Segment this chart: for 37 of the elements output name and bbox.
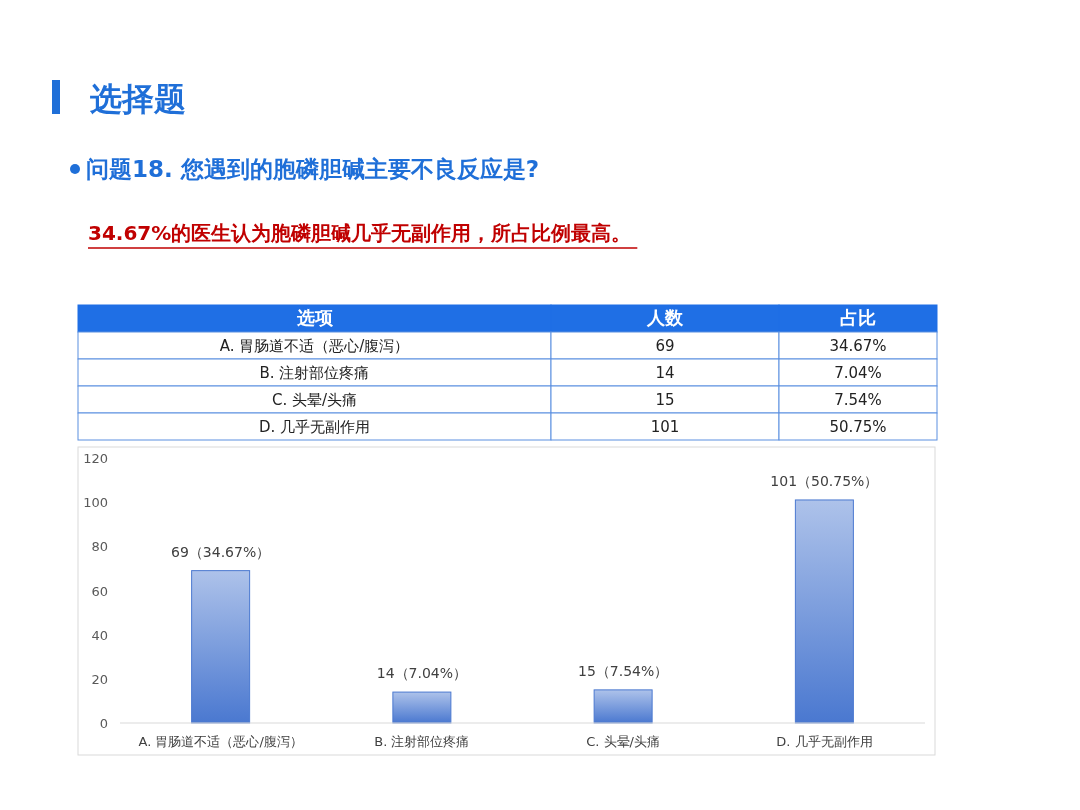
text: 15: [655, 391, 675, 409]
data-label: 14（7.04%）: [376, 665, 468, 682]
text: A. 胃肠道不适（恶心/腹泻）: [219, 337, 410, 355]
x-tick-label: C. 头晕/头痛: [586, 734, 660, 749]
x-tick-label: D. 几乎无副作用: [776, 734, 873, 749]
text: 问题18. 您遇到的胞磷胆碱主要不良反应是?: [86, 156, 540, 182]
text: 7.04%: [834, 364, 882, 382]
x-tick-label: B. 注射部位疼痛: [374, 734, 470, 749]
text: D. 几乎无副作用: [258, 418, 371, 436]
text: 人数: [646, 307, 684, 328]
data-label: 15（7.54%）: [577, 662, 669, 679]
text: 14: [655, 364, 675, 382]
y-tick-label: 20: [91, 671, 108, 687]
x-tick-label: A. 胃肠道不适（恶心/腹泻）: [138, 734, 303, 749]
bar: [593, 689, 653, 724]
text: 选择题: [89, 80, 186, 118]
text: C. 头晕/头痛: [271, 391, 358, 409]
text: 选项: [295, 307, 333, 328]
y-tick-label: 80: [91, 539, 108, 555]
y-tick-label: 100: [83, 495, 108, 511]
text: 34.67%的医生认为胞磷胆碱几乎无副作用，所占比例最高。: [88, 221, 632, 245]
data-label: 101（50.75%）: [770, 472, 879, 489]
y-tick-label: 60: [91, 583, 108, 599]
bar: [191, 570, 251, 724]
bar: [392, 691, 452, 724]
text: 101: [650, 418, 680, 436]
y-tick-label: 40: [91, 627, 108, 643]
text: B. 注射部位疼痛: [259, 364, 370, 382]
data-label: 69（34.67%）: [171, 543, 271, 560]
text: 50.75%: [829, 418, 887, 436]
text: 占比: [840, 307, 876, 328]
bar: [794, 499, 854, 724]
text: 69: [655, 337, 675, 355]
y-tick-label: 120: [83, 451, 108, 466]
text: 34.67%: [829, 337, 887, 355]
text: 7.54%: [834, 391, 882, 409]
y-tick-label: 0: [99, 716, 108, 731]
